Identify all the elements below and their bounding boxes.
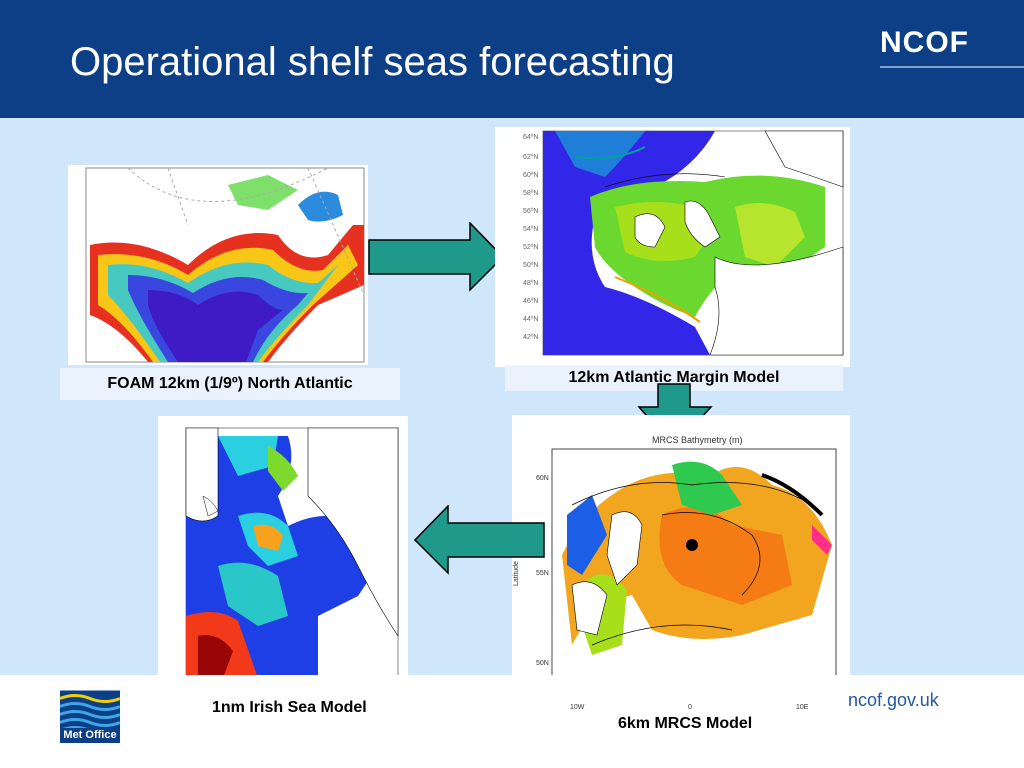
atlantic-margin-caption: 12km Atlantic Margin Model xyxy=(505,365,843,391)
foam-map-panel xyxy=(68,165,368,365)
mrcs-y-tick-55n: 55N xyxy=(536,570,549,577)
svg-text:52ºN: 52ºN xyxy=(523,244,538,251)
mrcs-caption: 6km MRCS Model xyxy=(618,715,753,732)
svg-text:62ºN: 62ºN xyxy=(523,154,538,161)
atlantic-margin-map-image: 64ºN 62ºN 60ºN 58ºN 56ºN 54ºN 52ºN 50ºN 48ºN 4… xyxy=(523,130,844,356)
footer-url[interactable]: ncof.gov.uk xyxy=(848,690,939,710)
svg-text:42ºN: 42ºN xyxy=(523,334,538,341)
mrcs-x-tick-10w: 10W xyxy=(570,704,585,711)
atlantic-margin-map-panel: 64ºN 62ºN 60ºN 58ºN 56ºN 54ºN 52ºN 50ºN 48ºN 4… xyxy=(495,127,850,367)
svg-text:50ºN: 50ºN xyxy=(523,262,538,269)
arrow-right-icon xyxy=(368,222,505,292)
page-title: Operational shelf seas forecasting xyxy=(70,40,675,84)
met-office-logo-text: Met Office xyxy=(60,728,120,743)
svg-text:54ºN: 54ºN xyxy=(523,226,538,233)
mrcs-x-tick-10e: 10E xyxy=(796,704,809,711)
mrcs-y-tick-50n: 50N xyxy=(536,660,549,667)
irish-sea-caption: 1nm Irish Sea Model xyxy=(212,699,367,716)
svg-text:58ºN: 58ºN xyxy=(523,190,538,197)
mrcs-x-tick-0: 0 xyxy=(688,704,692,711)
mrcs-y-tick-60n: 60N xyxy=(536,475,549,482)
ncof-logo: NCOF xyxy=(880,26,969,59)
irish-sea-map-panel xyxy=(158,416,408,686)
svg-text:64ºN: 64ºN xyxy=(523,134,538,141)
mrcs-plot-title: MRCS Bathymetry (m) xyxy=(652,435,743,445)
svg-text:56ºN: 56ºN xyxy=(523,208,538,215)
foam-map-image xyxy=(85,167,365,363)
svg-text:44ºN: 44ºN xyxy=(523,316,538,323)
arrow-left-icon xyxy=(413,505,545,575)
irish-sea-map-image xyxy=(185,427,399,679)
svg-text:48ºN: 48ºN xyxy=(523,280,538,287)
mrcs-map-panel: MRCS Bathymetry (m) Latitude 60N 55N 50N xyxy=(512,415,850,702)
foam-caption: FOAM 12km (1/9º) North Atlantic xyxy=(60,368,400,400)
svg-text:60ºN: 60ºN xyxy=(523,172,538,179)
svg-text:46ºN: 46ºN xyxy=(523,298,538,305)
ncof-logo-underline xyxy=(880,66,1024,68)
header-bar: Operational shelf seas forecasting NCOF xyxy=(0,0,1024,118)
footer-bar xyxy=(0,675,1024,768)
mrcs-map-image xyxy=(551,448,837,702)
